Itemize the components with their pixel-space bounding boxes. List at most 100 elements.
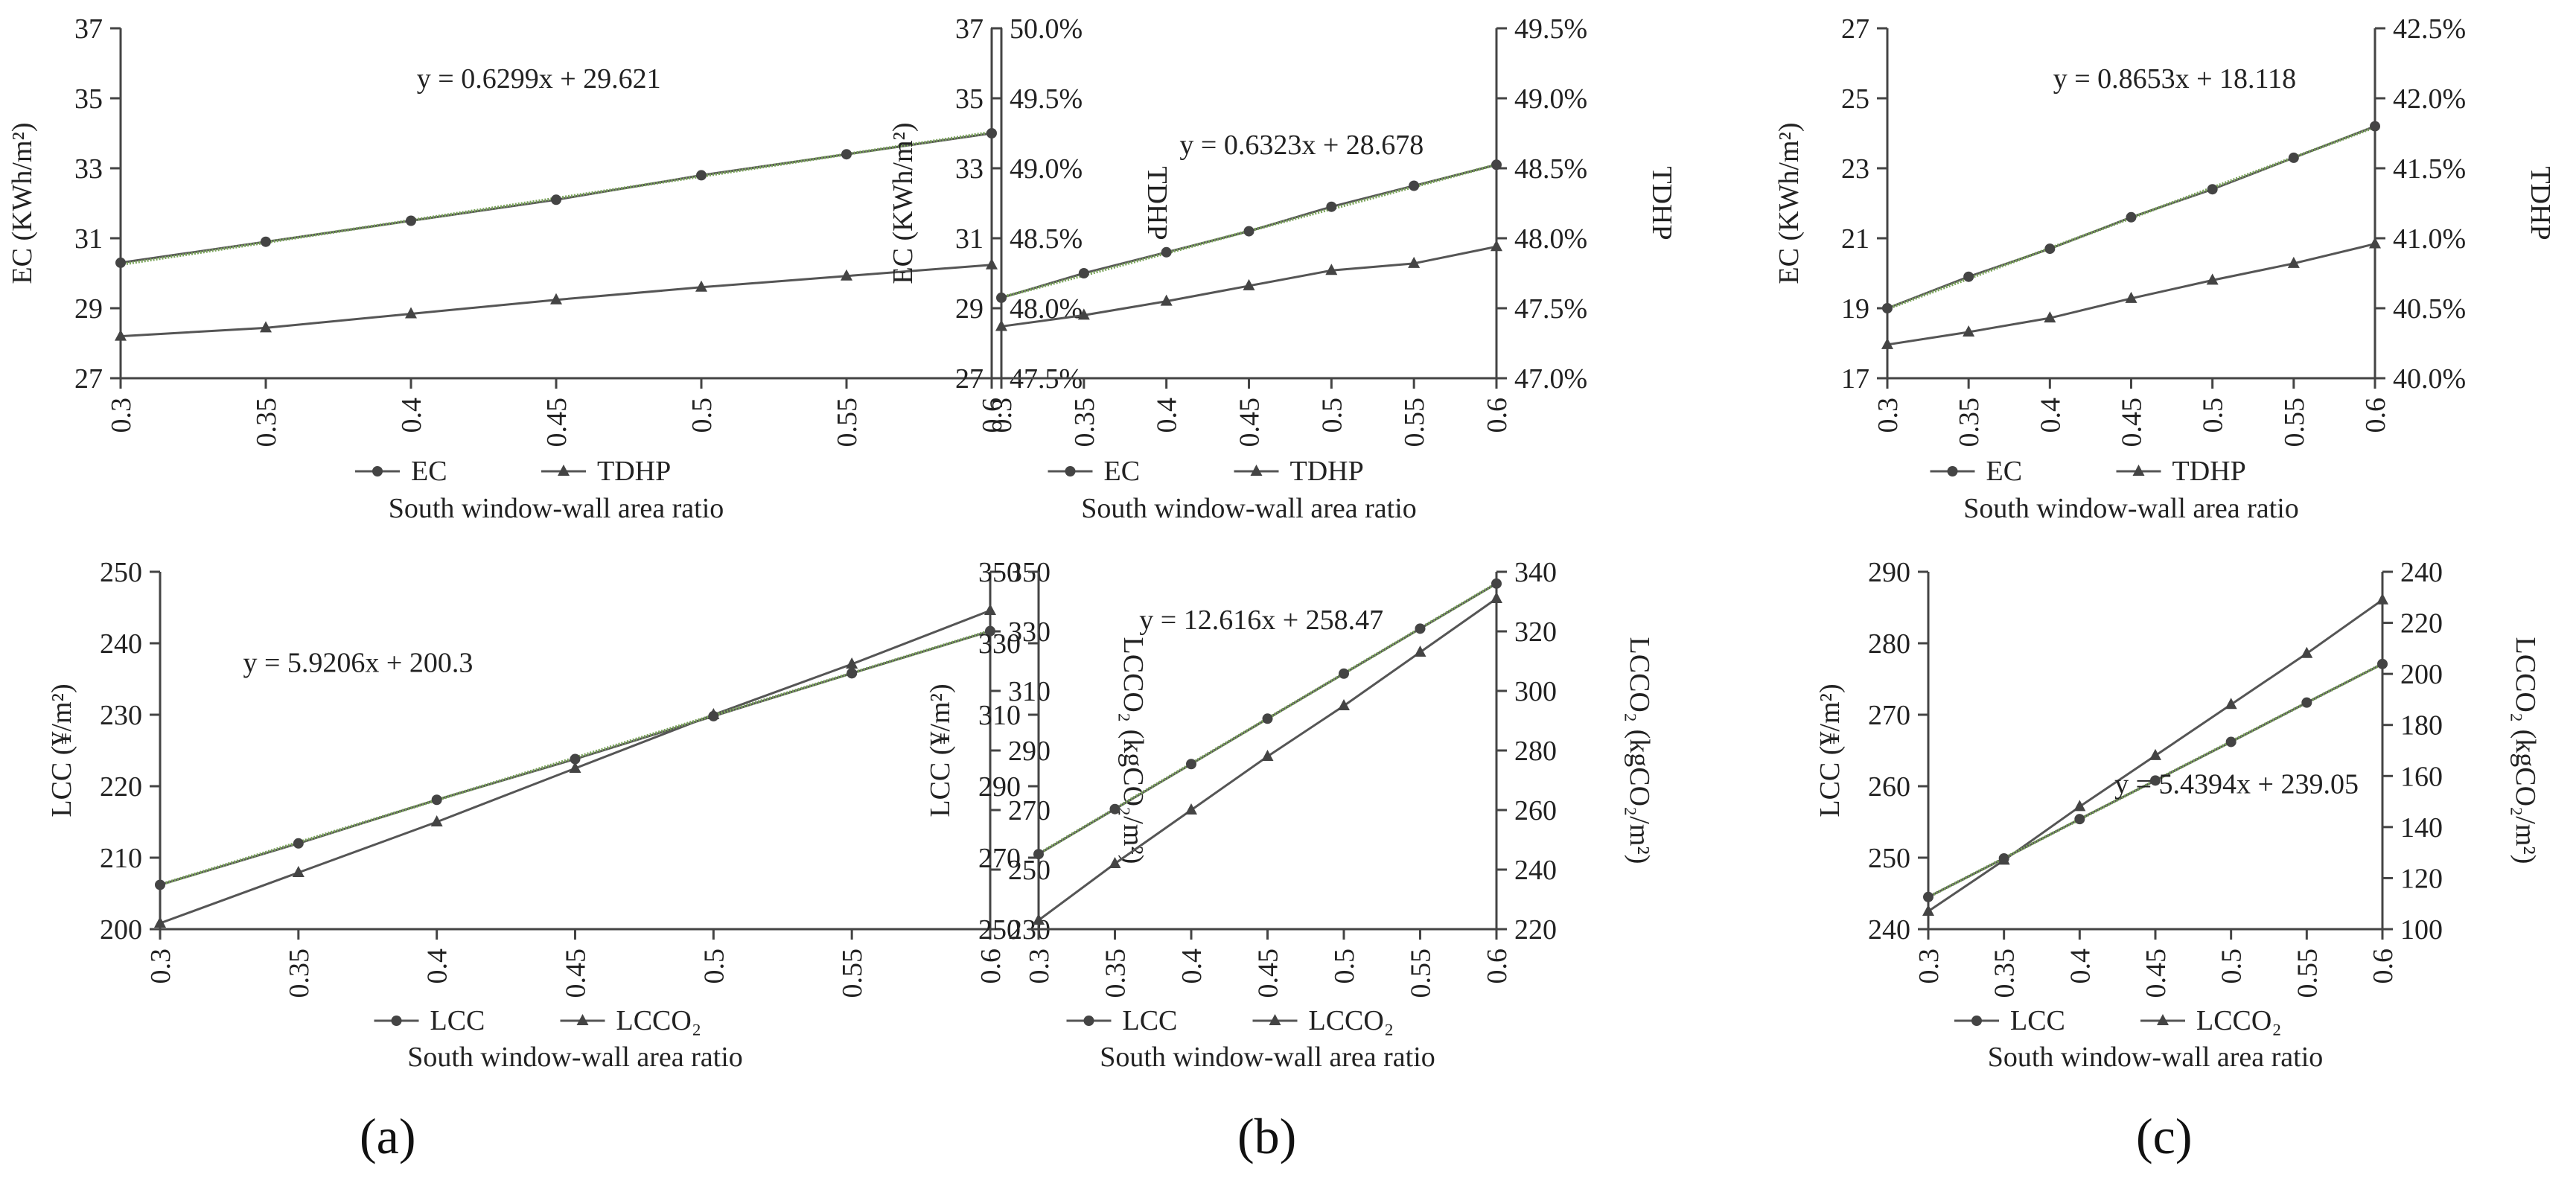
right-tick-label: 310: [1008, 676, 1051, 707]
left-tick-label: 19: [1841, 293, 1869, 325]
x-axis-label: South window-wall area ratio: [1081, 493, 1417, 524]
y-axis-label-left: EC (KWh/m²): [887, 122, 919, 284]
right-tick-label: 41.5%: [2393, 153, 2466, 185]
marker-LCC: [2377, 658, 2388, 669]
marker-LCCO₂: [2301, 646, 2313, 658]
left-tick-label: 270: [978, 843, 1021, 874]
x-tick-label: 0.45: [1234, 398, 1266, 447]
y-axis-label-left: EC (KWh/m²): [1773, 122, 1805, 284]
x-tick-label: 0.6: [1482, 949, 1513, 984]
right-tick-label: 250: [1008, 855, 1051, 886]
right-tick-label: 340: [1514, 557, 1557, 588]
left-tick-label: 200: [100, 914, 142, 946]
marker-TDHP: [1243, 278, 1255, 290]
marker-TDHP: [260, 321, 272, 333]
x-tick-label: 0.6: [977, 398, 1008, 433]
marker-LCC: [1186, 759, 1196, 770]
left-tick-label: 25: [1841, 83, 1869, 115]
marker-EC: [1963, 271, 1974, 282]
marker-LCC: [2074, 814, 2085, 825]
right-tick-label: 49.0%: [1514, 83, 1587, 115]
x-tick-label: 0.5: [2216, 949, 2248, 984]
left-tick-label: 29: [74, 293, 103, 325]
left-tick-label: 210: [100, 843, 142, 874]
y-axis-label-right: LCCO₂ (kgCO₂/m²): [2510, 637, 2541, 864]
legend-marker: [2157, 1014, 2169, 1025]
left-tick-label: 23: [1841, 153, 1869, 185]
y-axis-label-left: LCC (¥/m²): [1814, 683, 1846, 817]
marker-LCCO₂: [846, 657, 858, 669]
marker-LCC: [1923, 891, 1933, 902]
x-tick-label: 0.35: [1069, 398, 1100, 447]
axes-frame: [1000, 28, 1498, 380]
left-tick-label: 33: [955, 153, 983, 185]
left-tick-label: 17: [1841, 363, 1869, 395]
x-tick-label: 0.3: [1024, 949, 1055, 984]
right-tick-label: 47.5%: [1514, 293, 1587, 325]
y-axis-label-left: LCC (¥/m²): [925, 683, 956, 817]
marker-LCCO₂: [292, 866, 305, 877]
left-tick-label: 37: [74, 13, 103, 45]
marker-LCCO₂: [984, 604, 996, 615]
left-tick-label: 250: [1868, 843, 1910, 874]
marker-EC: [551, 194, 561, 205]
marker-LCCO₂: [1491, 592, 1502, 603]
legend-label: TDHP: [597, 456, 671, 487]
marker-LCCO₂: [2225, 698, 2237, 710]
legend-label: LCC: [2010, 1005, 2065, 1036]
chart-a-top: 27293133353747.5%48.0%48.5%49.0%49.5%50.…: [7, 13, 1173, 524]
x-tick-label: 0.3: [986, 398, 1018, 433]
right-tick-label: 47.0%: [1514, 363, 1587, 395]
x-tick-label: 0.3: [106, 398, 137, 433]
trendline-equation: y = 12.616x + 258.47: [1139, 605, 1383, 636]
marker-EC: [1326, 201, 1337, 212]
marker-LCC: [1491, 578, 1502, 589]
chart-b-top: 27 29 31 33 35 37 47.0% 47.5% 48.0% 48.5% 49.0% 49.…: [887, 13, 1677, 524]
x-tick-label: 0.3: [1872, 398, 1904, 433]
left-tick-label: 350: [978, 557, 1021, 588]
left-tick-label: 31: [955, 223, 983, 255]
marker-LCC: [1033, 849, 1044, 860]
marker-TDHP: [695, 280, 707, 292]
marker-LCCO₂: [2149, 748, 2161, 760]
left-tick-label: 250: [100, 557, 142, 588]
marker-EC: [1409, 180, 1420, 191]
marker-LCCO₂: [430, 815, 443, 826]
left-tick-label: 230: [100, 700, 142, 731]
chart-c-bottom: 240 250 260 270 280 290 100 120 140 160 180 200 220 2…: [1814, 557, 2541, 1073]
marker-LCC: [1415, 623, 1426, 634]
x-tick-label: 0.3: [145, 949, 176, 984]
right-tick-label: 220: [2400, 608, 2443, 640]
marker-TDHP: [1408, 256, 1421, 268]
x-tick-label: 0.4: [396, 398, 427, 433]
x-axis-label: South window-wall area ratio: [407, 1042, 743, 1073]
right-tick-label: 160: [2400, 761, 2443, 792]
marker-LCCO₂: [1109, 857, 1121, 868]
left-tick-label: 310: [978, 700, 1021, 731]
x-tick-label: 0.45: [1253, 949, 1284, 998]
right-tick-label: 200: [2400, 659, 2443, 690]
marker-EC: [2370, 121, 2380, 132]
x-tick-label: 0.35: [1989, 949, 2021, 998]
x-tick-label: 0.6: [1482, 398, 1513, 433]
legend-label: TDHP: [2172, 456, 2246, 487]
marker-TDHP: [1963, 325, 1975, 337]
marker-EC: [261, 236, 271, 247]
right-tick-label: 49.5%: [1010, 83, 1083, 115]
marker-LCCO₂: [1998, 853, 2010, 865]
marker-TDHP: [1077, 308, 1090, 320]
x-tick-label: 0.5: [2198, 398, 2229, 433]
marker-EC: [841, 149, 852, 160]
right-tick-label: 40.5%: [2393, 293, 2466, 325]
x-tick-label: 0.3: [1913, 949, 1945, 984]
x-tick-label: 0.5: [1316, 398, 1348, 433]
x-tick-label: 0.5: [1329, 949, 1360, 984]
left-tick-label: 21: [1841, 223, 1869, 255]
marker-TDHP: [841, 269, 852, 281]
x-tick-label: 0.35: [1954, 398, 1985, 447]
axes-frame: [159, 572, 992, 931]
left-tick-label: 280: [1868, 628, 1910, 660]
left-tick-label: 35: [955, 83, 983, 115]
marker-TDHP: [2125, 291, 2137, 303]
x-tick-label: 0.55: [2292, 949, 2323, 998]
